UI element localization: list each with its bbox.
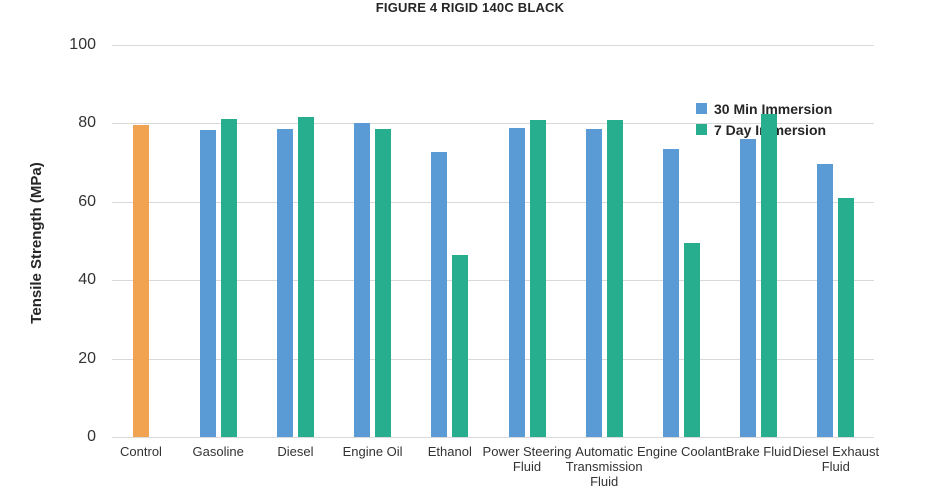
y-axis-title: Tensile Strength (MPa) <box>28 162 45 324</box>
gridline-80 <box>112 123 874 125</box>
y-tick-label-60: 60 <box>78 192 96 210</box>
gridline-60 <box>112 201 874 203</box>
bar-power-steering-fluid-7-day-immersion <box>529 120 546 437</box>
legend-label: 30 Min Immersion <box>714 100 833 117</box>
bar-ethanol-7-day-immersion <box>452 255 469 437</box>
x-label-control: Control <box>120 444 162 459</box>
x-label-engine-oil: Engine Oil <box>342 444 403 459</box>
x-label-diesel-exhaust-fluid: Diesel Exhaust Fluid <box>792 444 880 474</box>
bar-power-steering-fluid-30-min-immersion <box>508 128 525 437</box>
x-label-brake-fluid: Brake Fluid <box>725 444 792 459</box>
legend-item-30-min-immersion: 30 Min Immersion <box>696 98 832 119</box>
gridline-20 <box>112 358 874 360</box>
bar-control-control <box>133 124 149 437</box>
bar-diesel-30-min-immersion <box>276 128 293 437</box>
bar-gasoline-30-min-immersion <box>199 129 216 437</box>
bar-automatic-transmission-fluid-30-min-immersion <box>585 128 602 437</box>
bar-automatic-transmission-fluid-7-day-immersion <box>606 119 623 437</box>
plot-area: 30 Min Immersion 7 Day Immersion <box>112 45 874 438</box>
gridline-0 <box>112 437 874 438</box>
x-label-power-steering-fluid: Power Steering Fluid <box>482 444 572 474</box>
y-tick-label-40: 40 <box>78 271 96 289</box>
bar-brake-fluid-7-day-immersion <box>761 114 778 437</box>
bar-engine-oil-7-day-immersion <box>375 129 392 437</box>
gridline-40 <box>112 280 874 282</box>
y-tick-label-80: 80 <box>78 114 96 132</box>
chart-title: FIGURE 4 RIGID 140C BLACK <box>375 0 565 15</box>
y-tick-label-20: 20 <box>78 349 96 367</box>
bar-ethanol-30-min-immersion <box>431 152 448 437</box>
bar-engine-coolant-30-min-immersion <box>662 148 679 437</box>
gridline-100 <box>112 45 874 46</box>
x-label-diesel: Diesel <box>277 444 314 459</box>
bar-diesel-exhaust-fluid-7-day-immersion <box>838 198 855 437</box>
x-label-engine-coolant: Engine Coolant <box>636 444 726 459</box>
bar-brake-fluid-30-min-immersion <box>740 139 757 437</box>
bar-gasoline-7-day-immersion <box>220 118 237 437</box>
y-tick-label-0: 0 <box>87 428 96 445</box>
x-label-automatic-transmission-fluid: Automatic Transmission Fluid <box>565 444 643 489</box>
legend-swatch-icon <box>696 103 707 114</box>
bar-diesel-7-day-immersion <box>297 117 314 437</box>
bar-diesel-exhaust-fluid-30-min-immersion <box>817 164 834 437</box>
bar-engine-coolant-7-day-immersion <box>683 242 700 437</box>
y-tick-label-100: 100 <box>69 36 96 53</box>
bar-engine-oil-30-min-immersion <box>354 123 371 437</box>
x-label-ethanol: Ethanol <box>427 444 472 459</box>
x-label-gasoline: Gasoline <box>192 444 244 459</box>
legend-swatch-icon <box>696 124 707 135</box>
